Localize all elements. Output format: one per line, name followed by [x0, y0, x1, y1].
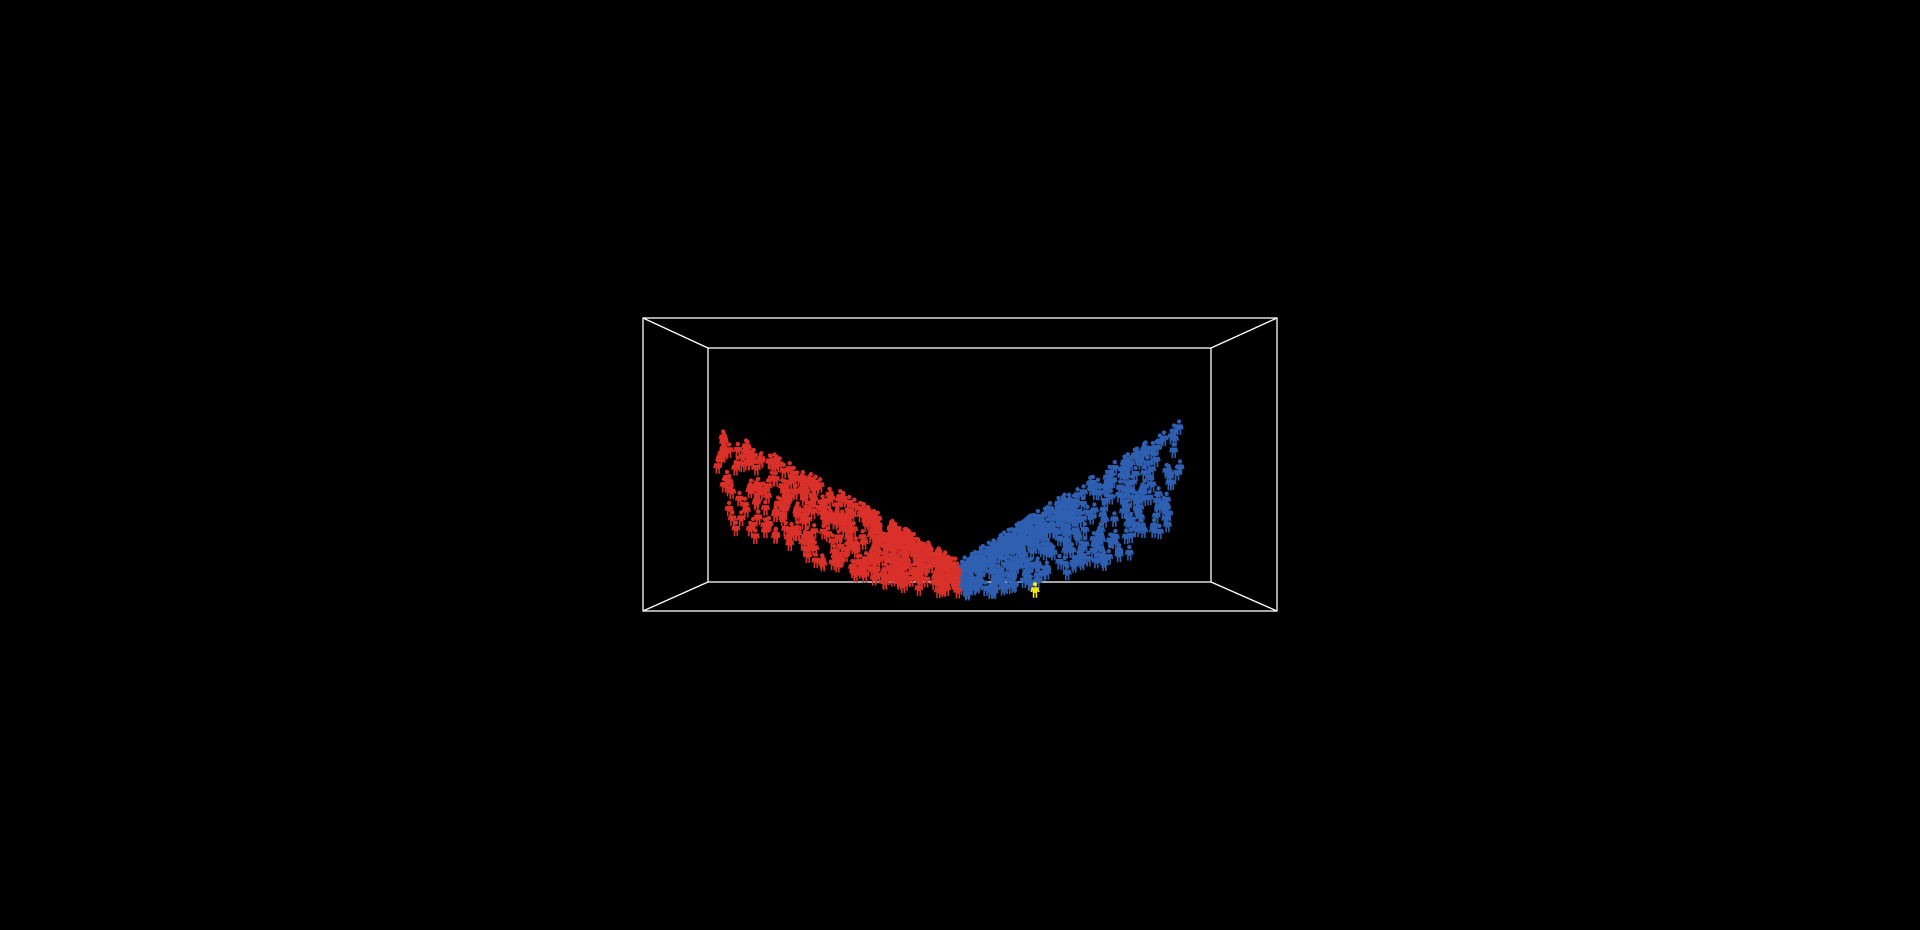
box-edge	[642, 317, 709, 349]
box-edge	[1210, 317, 1278, 349]
box-front-face	[642, 317, 1278, 612]
data-point-blue[interactable]	[1169, 442, 1179, 459]
data-point-blue[interactable]	[1124, 544, 1134, 561]
data-point-blue[interactable]	[1109, 511, 1119, 527]
box-edge	[1210, 581, 1278, 612]
data-point-red[interactable]	[770, 528, 781, 544]
data-points	[713, 419, 1185, 601]
data-point-red[interactable]	[818, 555, 828, 572]
box-edge	[642, 581, 709, 612]
